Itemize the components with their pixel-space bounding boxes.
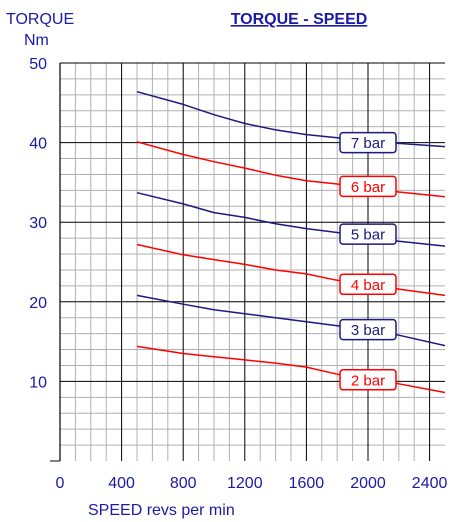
series-label-box — [339, 369, 397, 391]
x-tick-label: 800 — [170, 475, 197, 492]
series-label-4-bar: 4 bar — [339, 273, 397, 296]
series-label-text: 2 bar — [351, 372, 385, 389]
chart-title: TORQUE - SPEED — [231, 11, 368, 28]
x-tick-label: 0 — [56, 475, 65, 492]
x-axis-label: SPEED revs per min — [88, 502, 235, 519]
series-label-2-bar: 2 bar — [339, 369, 397, 391]
axis-ticks: 0 400 800 1200 1600 2000 2400 10 20 30 40 50 — [29, 56, 447, 492]
series-label-3-bar: 3 bar — [339, 318, 397, 341]
series-label-box — [339, 223, 397, 245]
grid-minor — [60, 63, 445, 461]
series-label-box — [339, 131, 397, 154]
x-tick-label: 1200 — [227, 475, 263, 492]
y-axis-label-line1: TORQUE — [6, 11, 74, 28]
series-label-box — [339, 273, 397, 296]
x-tick-label: 1600 — [289, 475, 325, 492]
y-tick-label: 50 — [29, 56, 47, 73]
series-label-7-bar: 7 bar — [339, 131, 397, 154]
series-label-text: 5 bar — [351, 227, 385, 244]
y-tick-label: 10 — [29, 374, 47, 391]
x-tick-label: 2400 — [412, 475, 448, 492]
series-label-text: 6 bar — [351, 179, 385, 196]
series-label-box — [339, 175, 397, 198]
series-label-5-bar: 5 bar — [339, 223, 397, 245]
x-tick-label: 2000 — [350, 475, 386, 492]
y-axis-label-line2: Nm — [24, 32, 49, 49]
y-tick-label: 20 — [29, 295, 47, 312]
series-label-text: 3 bar — [351, 322, 385, 339]
y-tick-label: 40 — [29, 136, 47, 153]
series-labels: 7 bar 6 bar 5 bar 4 bar 3 bar 2 bar — [339, 131, 397, 391]
series-label-text: 7 bar — [351, 135, 385, 152]
series-label-text: 4 bar — [351, 277, 385, 294]
y-tick-label: 30 — [29, 215, 47, 232]
series-label-box — [339, 318, 397, 341]
series-label-6-bar: 6 bar — [339, 175, 397, 198]
x-tick-label: 400 — [108, 475, 135, 492]
